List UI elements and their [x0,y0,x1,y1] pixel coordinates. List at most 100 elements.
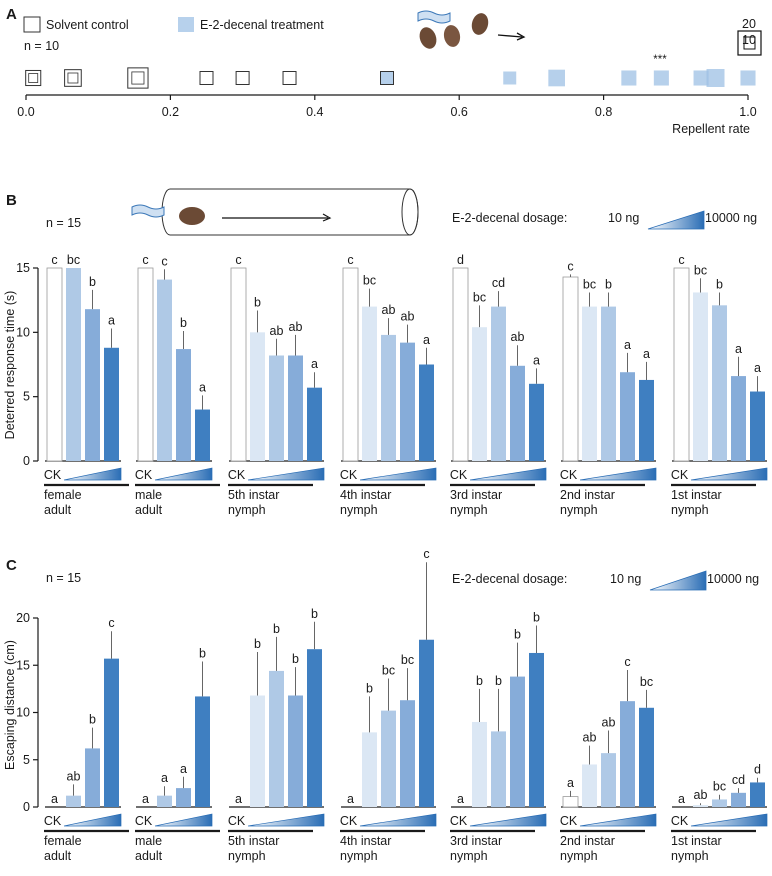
chartB-bar-4-0 [453,268,468,461]
chartC-dose-wedge-1 [155,814,212,826]
chartC-bar-6-3 [731,793,746,807]
panel-b: B n = 15 E-2-decenal dosage: 10 ng 10000… [3,189,767,517]
chartB-group-name-5-0: 2nd instar [560,488,615,502]
chartB-bar-2-2 [269,355,284,461]
chartC-bar-5-2 [601,753,616,807]
chartC-letter-4-4: b [533,611,540,625]
treatment-point-1 [503,72,516,85]
chartC-ck-label-5: CK [560,814,578,828]
chartB-bar-1-1 [157,280,172,461]
chartC-group-name-2-1: nymph [228,849,266,863]
chartC-bar-5-0 [563,797,578,807]
legend-solvent-swatch [24,17,40,32]
chartC-group-name-4-1: nymph [450,849,488,863]
chartB-bar-0-0 [47,268,62,461]
chartC-group-name-6-0: 1st instar [671,834,722,848]
chartC-letter-2-1: b [254,637,261,651]
chartB-bar-6-1 [693,292,708,461]
legend-treatment-swatch [178,17,194,32]
panel-a-n-label: n = 10 [24,39,59,53]
chartC-bar-4-1 [472,722,487,807]
chartC-group-name-3-0: 4th instar [340,834,391,848]
chartC-bar-2-2 [269,671,284,807]
solvent-point-inner-2 [132,72,144,84]
chartC-group-name-5-1: nymph [560,849,598,863]
chartB-bar-4-3 [510,366,525,461]
chartB-group-name-1-0: male [135,488,162,502]
chartC-ck-label-6: CK [671,814,689,828]
chartC-bar-1-1 [157,796,172,807]
chartB-group-name-3-0: 4th instar [340,488,391,502]
chartC-ck-label-2: CK [228,814,246,828]
chartC-dose-wedge-4 [470,814,546,826]
panel-b-y-label: Deterred response time (s) [3,291,17,440]
panel-b-dosage-label: E-2-decenal dosage: [452,211,567,225]
chartB-group-name-0-1: adult [44,503,72,517]
chartC-group-name-1-0: male [135,834,162,848]
chartC-y-tick-label-1: 5 [23,753,30,767]
chartB-letter-6-0: c [678,253,684,267]
chartC-group-name-1-1: adult [135,849,163,863]
chartC-letter-4-2: b [495,674,502,688]
chartB-bar-6-3 [731,376,746,461]
chartB-letter-1-2: b [180,316,187,330]
chartB-letter-0-1: bc [67,253,80,267]
treatment-point-0 [381,72,394,85]
treatment-point-5 [694,70,709,85]
chartC-letter-5-0: a [567,776,574,790]
chartB-dose-wedge-4 [470,468,546,480]
chartC-letter-3-0: a [347,792,354,806]
chartC-y-tick-label-0: 0 [23,800,30,814]
chartC-letter-3-1: b [366,681,373,695]
panel-label-c: C [6,557,17,574]
panel-a-x-label: Repellent rate [672,122,750,136]
chartC-letter-3-2: bc [382,663,395,677]
chartB-letter-5-0: c [567,259,573,273]
chartC-letter-0-2: b [89,713,96,727]
chartB-bar-6-2 [712,305,727,461]
panel-a-tick-label-5: 1.0 [739,105,756,119]
chartC-letter-2-2: b [273,622,280,636]
size-legend: 20 10 [738,17,761,55]
solvent-point-3 [200,72,213,85]
chartB-group-name-4-0: 3rd instar [450,488,502,502]
chartC-letter-3-3: bc [401,653,414,667]
chartB-bar-3-1 [362,307,377,461]
treatment-point-2 [548,70,565,87]
panel-a-tick-label-0: 0.0 [17,105,34,119]
chartC-dose-wedge-6 [691,814,767,826]
chartC-dose-wedge-0 [64,814,121,826]
chartC-bar-3-2 [381,711,396,807]
chartB-letter-5-1: bc [583,277,596,291]
chartB-ck-label-1: CK [135,468,153,482]
chartC-letter-2-3: b [292,652,299,666]
chartB-bar-0-2 [85,309,100,461]
chartB-letter-3-3: ab [401,310,415,324]
chartB-ck-label-3: CK [340,468,358,482]
chartC-letter-1-1: a [161,771,168,785]
chartB-bar-5-0 [563,277,578,461]
chartB-y-tick-label-3: 15 [16,261,30,275]
chartC-bar-3-3 [400,700,415,807]
chartB-letter-5-4: a [643,347,650,361]
chartB-ck-label-0: CK [44,468,62,482]
chartC-bar-6-4 [750,782,765,807]
chartC-letter-2-4: b [311,607,318,621]
solvent-point-inner-1 [68,73,78,83]
chartB-bar-5-4 [639,380,654,461]
chartB-ck-label-6: CK [671,468,689,482]
chartC-group-name-6-1: nymph [671,849,709,863]
chartC-group-name-3-1: nymph [340,849,378,863]
chartB-letter-1-3: a [199,380,206,394]
chartC-letter-2-0: a [235,792,242,806]
chartB-bar-1-2 [176,349,191,461]
panel-b-dose-high: 10000 ng [705,211,757,225]
chartB-letter-1-0: c [142,253,148,267]
panel-a: A Solvent control E-2-decenal treatment … [6,6,761,136]
chartC-bar-6-1 [693,805,708,807]
bug-illustration-a [417,11,524,51]
chartB-letter-0-2: b [89,275,96,289]
chartB-letter-6-1: bc [694,263,707,277]
treatment-point-3 [621,70,636,85]
chartC-bar-1-2 [176,788,191,807]
